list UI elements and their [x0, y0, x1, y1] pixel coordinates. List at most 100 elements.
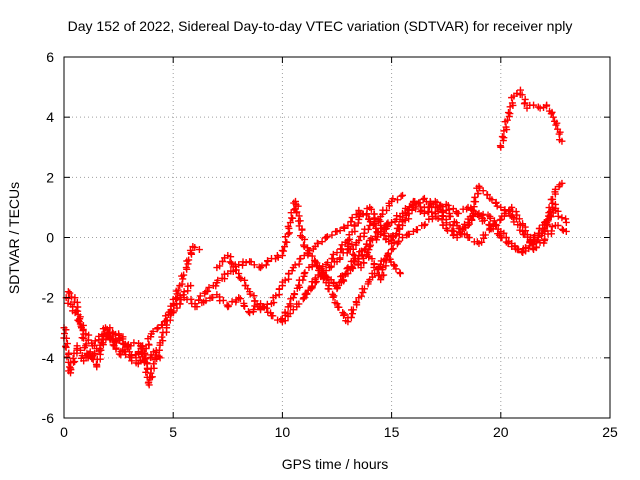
data-point-trail — [173, 304, 181, 312]
data-point-trail — [359, 254, 367, 262]
data-point-trail — [558, 225, 566, 233]
data-point — [399, 191, 407, 199]
data-point — [84, 354, 92, 362]
data-point-trail — [548, 108, 556, 116]
data-point-trail — [481, 231, 489, 239]
data-point — [388, 246, 396, 254]
data-point-trail — [127, 353, 135, 361]
data-point-trail — [515, 246, 523, 254]
data-point-trail — [554, 221, 562, 229]
data-point-trail — [178, 280, 186, 288]
data-point-trail — [389, 231, 397, 239]
data-point — [104, 330, 112, 338]
data-point-trail — [187, 295, 195, 303]
data-point-trail — [330, 292, 338, 300]
data-point-trail — [144, 379, 152, 387]
data-point-trail — [258, 262, 266, 270]
data-point-trail — [362, 245, 370, 253]
data-point-trail — [106, 336, 114, 344]
data-point-trail — [209, 293, 217, 301]
data-point-trail — [176, 292, 184, 300]
data-point-trail — [278, 247, 286, 255]
data-point-trail — [205, 284, 213, 292]
data-point-trail — [401, 204, 409, 212]
x-tick-label: 5 — [169, 424, 177, 440]
data-point — [388, 218, 396, 226]
data-point-trail — [76, 346, 84, 354]
data-point-trail — [411, 198, 419, 206]
data-point-trail — [493, 202, 501, 210]
data-point-trail — [91, 349, 99, 357]
data-point-trail — [438, 203, 446, 211]
data-point — [396, 270, 404, 278]
data-point-trail — [485, 221, 493, 229]
data-point — [333, 227, 341, 235]
data-point-trail — [549, 195, 557, 203]
data-point-trail — [397, 192, 405, 200]
data-point — [182, 264, 190, 272]
data-point — [97, 339, 105, 347]
data-point — [156, 354, 164, 362]
data-point — [344, 221, 352, 229]
data-point-trail — [444, 201, 452, 209]
data-point-trail — [558, 214, 566, 222]
data-point-trail — [542, 102, 550, 110]
data-point-trail — [368, 255, 376, 263]
data-point-trail — [502, 209, 510, 217]
data-point — [322, 234, 330, 241]
data-point-trail — [225, 302, 233, 310]
data-point — [508, 212, 516, 220]
series-arc-3 — [64, 288, 164, 368]
data-point-trail — [186, 246, 194, 254]
y-tick-label: 0 — [46, 230, 54, 246]
grid — [64, 57, 610, 418]
data-point-trail — [281, 276, 289, 284]
data-point-trail — [329, 250, 337, 258]
data-point-trail — [84, 336, 92, 344]
data-point-trail — [380, 271, 388, 279]
data-point — [530, 101, 538, 109]
data-point-trail — [155, 352, 163, 360]
data-point — [475, 182, 483, 190]
data-point-trail — [193, 303, 201, 311]
data-point — [344, 270, 352, 278]
data-point-trail — [463, 205, 471, 213]
data-point-trail — [92, 360, 100, 368]
y-tick-label: 6 — [46, 49, 54, 65]
data-point-trail — [81, 344, 89, 352]
data-point — [64, 288, 72, 296]
data-point-trail — [329, 293, 337, 301]
data-point-trail — [284, 230, 292, 238]
data-point-trail — [474, 189, 482, 197]
data-point-trail — [313, 259, 321, 267]
x-tick-label: 10 — [275, 424, 291, 440]
data-point-trail — [272, 292, 280, 300]
data-point-trail — [448, 227, 456, 235]
data-point-trail — [262, 261, 270, 269]
data-point-trail — [305, 247, 313, 255]
data-point — [355, 206, 363, 214]
data-point-trail — [479, 187, 487, 195]
data-point-trail — [284, 222, 292, 230]
data-point-trail — [335, 303, 343, 311]
data-point-trail — [394, 196, 402, 204]
data-point-trail — [324, 274, 332, 282]
data-point-trail — [112, 345, 120, 353]
data-point — [503, 116, 511, 124]
data-point-trail — [290, 290, 298, 298]
data-point-trail — [246, 290, 254, 298]
data-point-trail — [382, 256, 390, 264]
data-point — [300, 243, 308, 251]
data-point-trail — [371, 214, 379, 222]
data-point-trail — [153, 325, 161, 333]
data-point — [508, 203, 516, 211]
data-point-trail — [541, 226, 549, 234]
data-point-trail — [446, 213, 454, 221]
data-point — [551, 185, 559, 193]
data-point — [366, 243, 374, 251]
data-point-trail — [492, 198, 500, 206]
data-point-trail — [97, 346, 105, 354]
data-point-trail — [69, 354, 77, 362]
data-point — [562, 218, 570, 226]
data-point-trail — [389, 195, 397, 203]
